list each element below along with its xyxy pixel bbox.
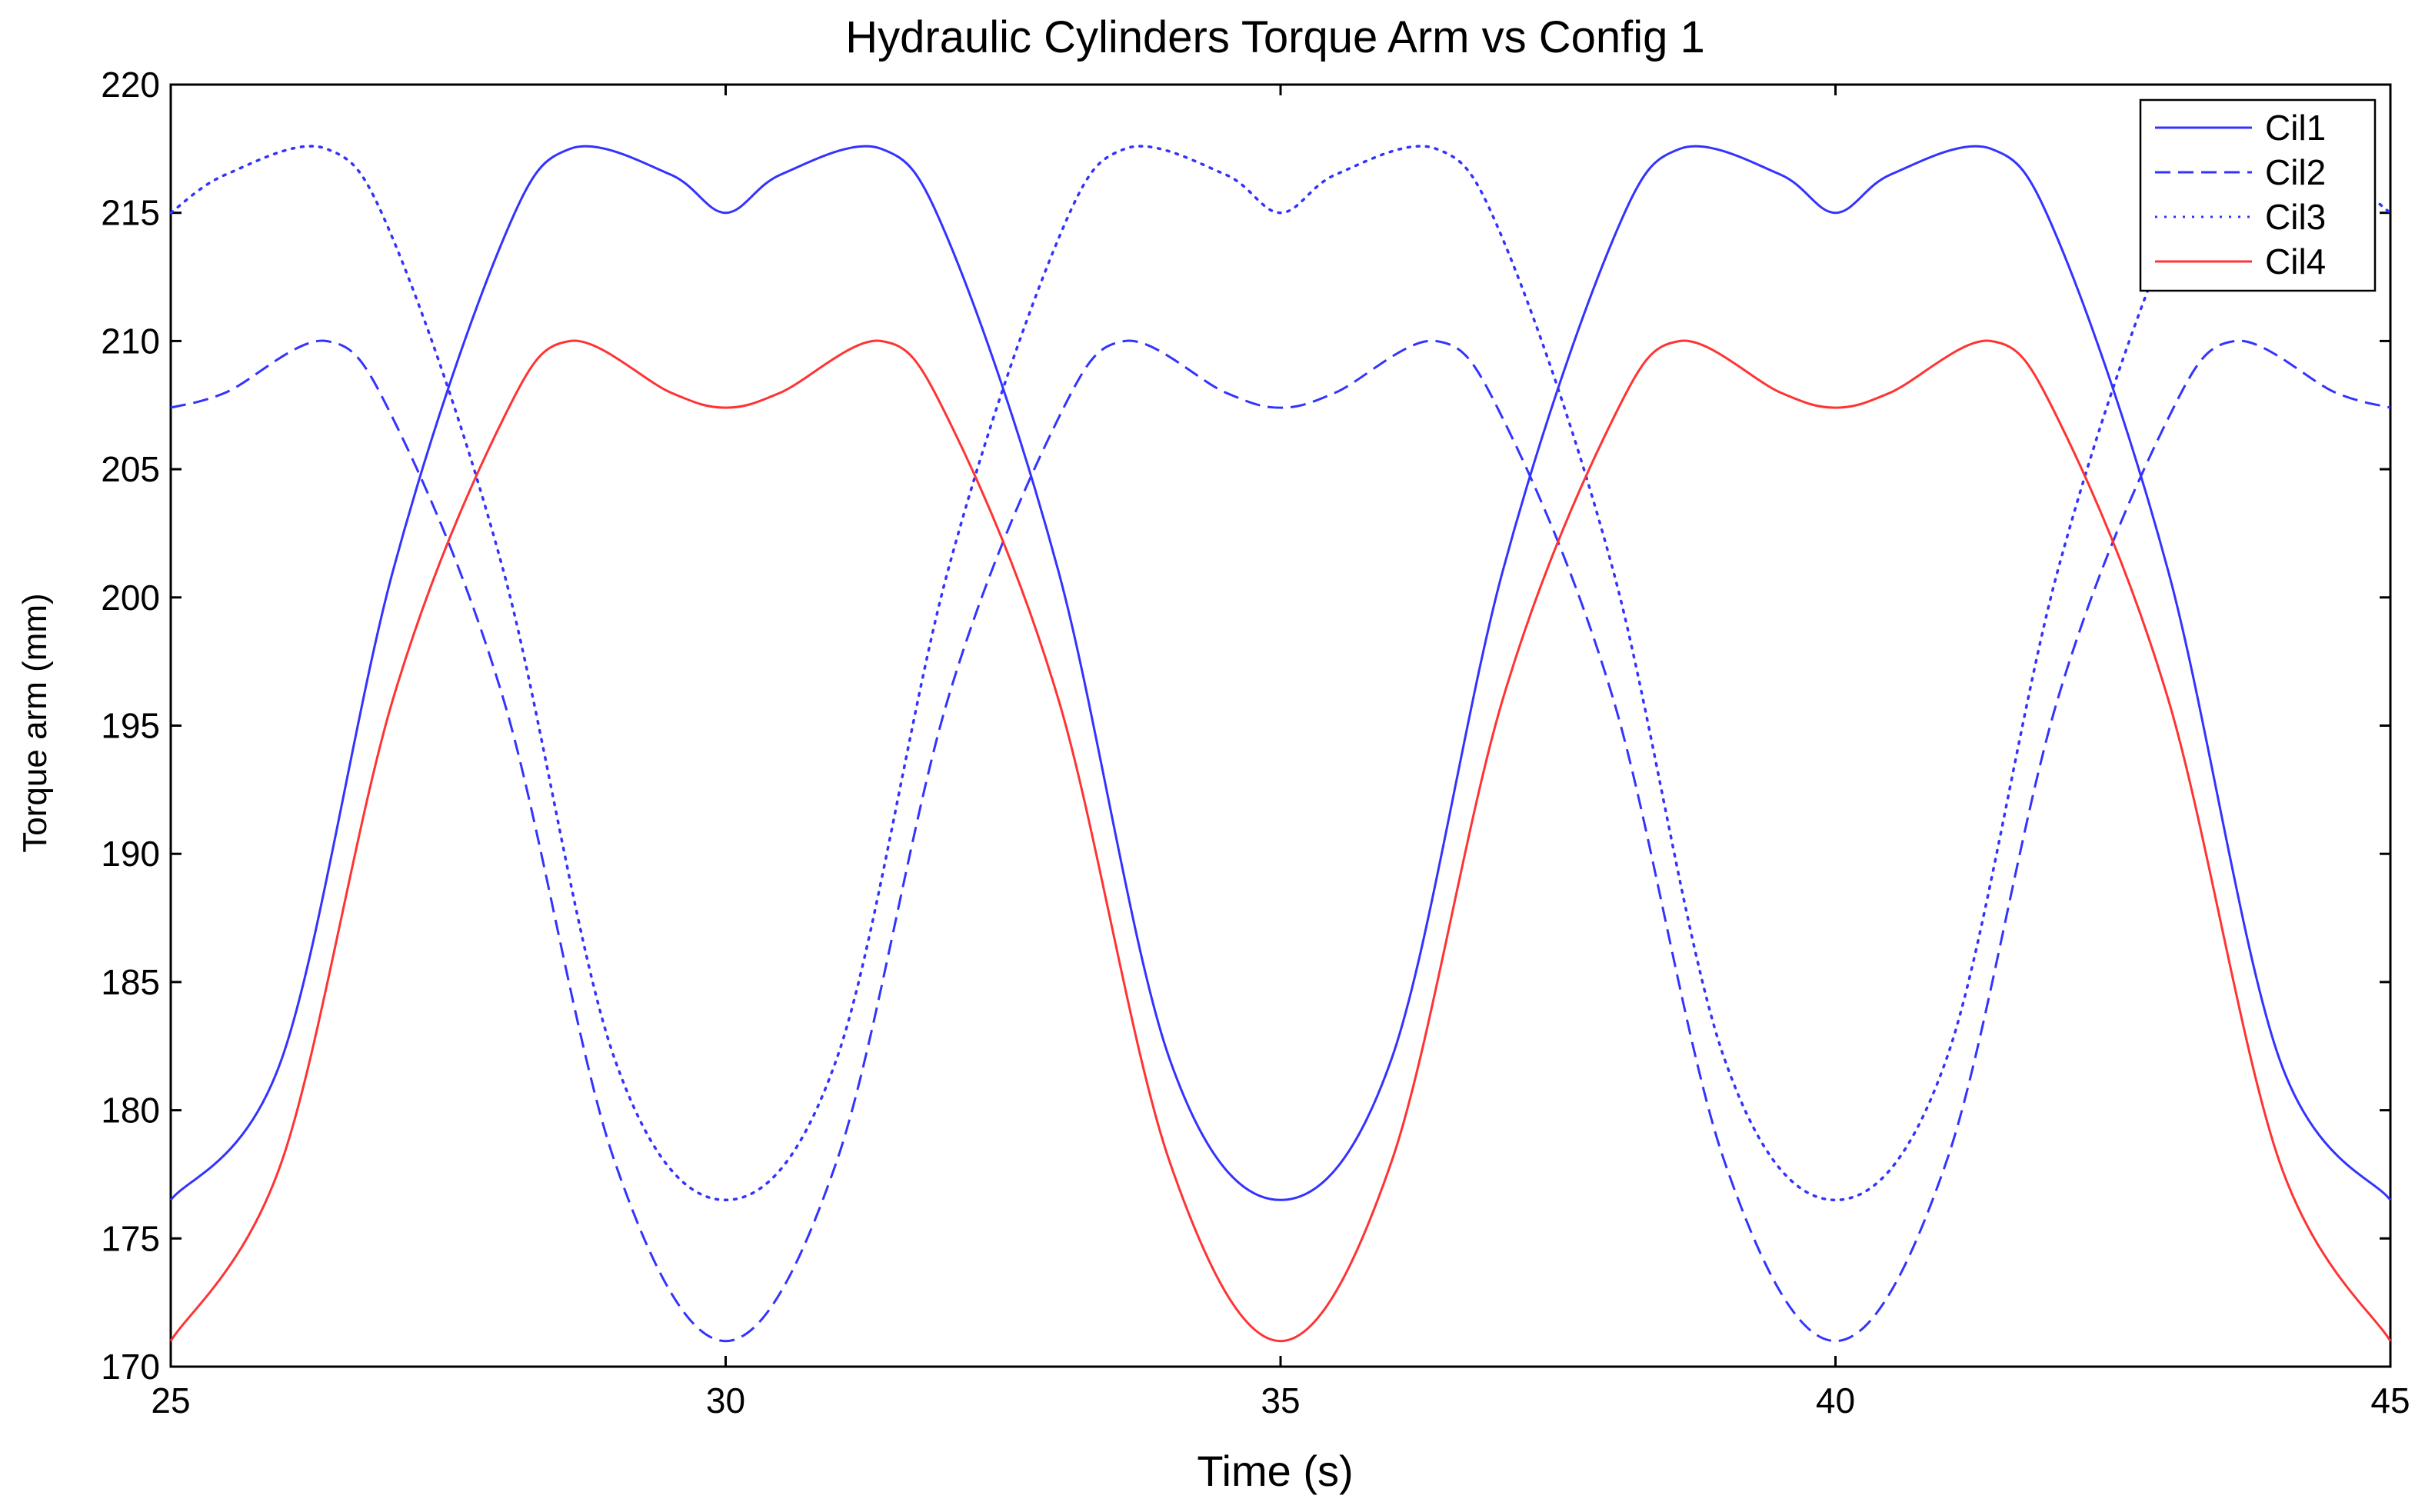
- x-tick-label: 40: [1816, 1380, 1855, 1420]
- series-line-cil1: [169, 145, 2392, 1201]
- legend-label-cil1: Cil1: [2265, 108, 2326, 148]
- legend-label-cil3: Cil3: [2265, 197, 2326, 237]
- y-tick-label: 220: [101, 65, 160, 105]
- y-tick-label: 185: [101, 962, 160, 1002]
- y-tick-label: 200: [101, 578, 160, 618]
- y-tick-label: 180: [101, 1091, 160, 1131]
- y-tick-label: 215: [101, 193, 160, 233]
- chart-title: Hydraulic Cylinders Torque Arm vs Config…: [845, 12, 1705, 62]
- series-line-cil2: [170, 339, 2391, 1343]
- y-tick-label: 190: [101, 834, 160, 874]
- axis-ticks: 25 30 35 40 45 170 175 180 185 190 195 200 205 210 215…: [101, 65, 2410, 1420]
- y-tick-label: 175: [101, 1218, 160, 1258]
- legend-label-cil4: Cil4: [2265, 241, 2326, 281]
- y-tick-label: 195: [101, 706, 160, 746]
- x-tick-label: 25: [151, 1380, 190, 1420]
- x-axis-label: Time (s): [1197, 1447, 1353, 1495]
- legend-label-cil2: Cil2: [2265, 152, 2326, 192]
- y-tick-label: 170: [101, 1347, 160, 1387]
- x-tick-label: 35: [1261, 1380, 1300, 1420]
- plot-frame: [169, 83, 2392, 1368]
- x-tick-label: 45: [2370, 1380, 2410, 1420]
- series-line-cil3: [169, 145, 2392, 1202]
- series-lines: [169, 145, 2392, 1343]
- y-axis-label: Torque arm (mm): [16, 593, 54, 852]
- y-tick-label: 210: [101, 321, 160, 361]
- legend-box: [2139, 98, 2377, 292]
- series-line-cil4: [169, 339, 2392, 1343]
- y-tick-label: 205: [101, 449, 160, 489]
- plot-area: [169, 83, 2392, 1368]
- x-tick-label: 30: [706, 1380, 745, 1420]
